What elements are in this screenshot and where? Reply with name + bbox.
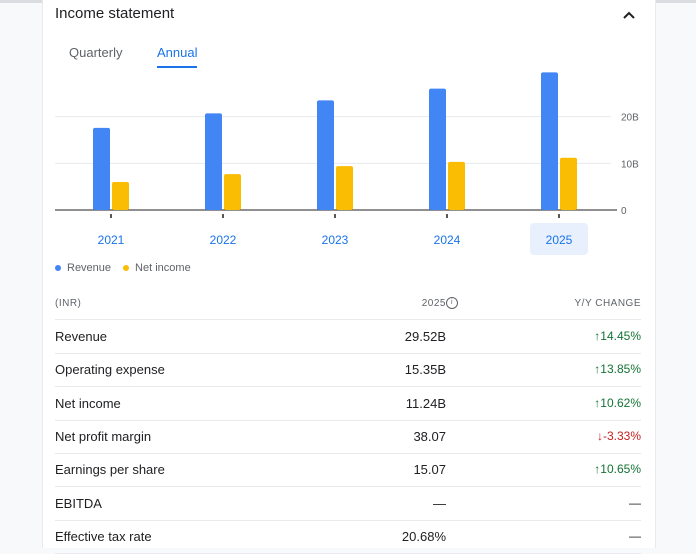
y-tick-label: 0: [621, 206, 627, 217]
row-change: ↓-3.33%: [596, 429, 641, 443]
legend-item-net-income: Net income: [123, 262, 191, 274]
legend-revenue-label: Revenue: [67, 262, 112, 274]
revenue-dot-icon: [55, 265, 61, 272]
tab-active-indicator: [157, 66, 197, 68]
year-header: 2025: [421, 298, 446, 309]
y-tick-label: 10B: [621, 159, 639, 170]
net-income-dot-icon: [123, 265, 130, 272]
row-label: Net profit margin: [55, 429, 152, 444]
chart-legend: Revenue Net income: [55, 262, 191, 274]
x-tick-label: 2021: [98, 233, 125, 247]
row-change: —: [629, 496, 641, 510]
row-value: 11.24B: [405, 396, 446, 411]
table-header: (INR) 2025 i Y/Y CHANGE: [55, 293, 641, 320]
row-label: Effective tax rate: [55, 529, 152, 544]
revenue-bar: [205, 113, 222, 210]
income-statement-card: Income statement Quarterly Annual 0 10B 20…: [42, 0, 656, 554]
income-bar-chart: 0 10B 20B 2021 2022 2023 2024 2025: [55, 72, 639, 255]
revenue-bar: [541, 72, 558, 210]
row-value: —: [433, 496, 446, 511]
row-label: Revenue: [55, 329, 108, 344]
legend-item-revenue: Revenue: [55, 262, 111, 274]
card-title: Income statement: [55, 5, 175, 22]
table-row: Effective tax rate 20.68% —: [55, 520, 641, 554]
row-label: Net income: [55, 396, 121, 411]
table-row: Operating expense 15.35B ↑13.85%: [55, 353, 641, 387]
info-icon[interactable]: i: [446, 297, 458, 309]
row-label: Operating expense: [55, 362, 165, 377]
revenue-bar: [429, 88, 446, 210]
table-row: Earnings per share 15.07 ↑10.65%: [55, 453, 641, 487]
net-income-bar: [224, 174, 241, 210]
net-income-bar: [112, 182, 129, 210]
x-tick-label: 2022: [210, 233, 237, 247]
net-income-bar: [560, 157, 577, 210]
row-change: —: [629, 529, 641, 543]
tab-annual[interactable]: Annual: [157, 45, 198, 60]
legend-net-income-label: Net income: [135, 262, 191, 274]
x-tick-label: 2025: [546, 233, 573, 247]
revenue-bar: [93, 127, 110, 210]
row-change: ↑10.62%: [594, 396, 641, 410]
tab-quarterly[interactable]: Quarterly: [69, 45, 123, 60]
currency-header: (INR): [55, 298, 82, 309]
table-row: Net profit margin 38.07 ↓-3.33%: [55, 420, 641, 454]
net-income-bar: [336, 166, 353, 210]
x-tick-label: 2024: [434, 233, 461, 247]
table-row: Revenue 29.52B ↑14.45%: [55, 320, 641, 354]
y-tick-label: 20B: [621, 113, 639, 124]
row-change: ↑10.65%: [594, 462, 641, 476]
row-value: 29.52B: [404, 329, 446, 344]
net-income-bar: [448, 161, 465, 210]
row-value: 20.68%: [401, 529, 446, 544]
revenue-bar: [317, 100, 334, 210]
row-label: Earnings per share: [55, 462, 165, 477]
selected-year-highlight: [530, 223, 588, 255]
table-row: Net income 11.24B ↑10.62%: [55, 387, 641, 421]
yoy-change-header: Y/Y CHANGE: [574, 298, 641, 309]
row-value: 15.07: [413, 462, 446, 477]
row-value: 15.35B: [404, 362, 446, 377]
chevron-up-icon[interactable]: [617, 4, 641, 24]
x-tick-label: 2023: [322, 233, 349, 247]
table-row: EBITDA — —: [55, 487, 641, 521]
row-label: EBITDA: [55, 496, 102, 511]
row-change: ↑13.85%: [594, 362, 641, 376]
row-value: 38.07: [413, 429, 446, 444]
row-change: ↑14.45%: [594, 329, 641, 343]
